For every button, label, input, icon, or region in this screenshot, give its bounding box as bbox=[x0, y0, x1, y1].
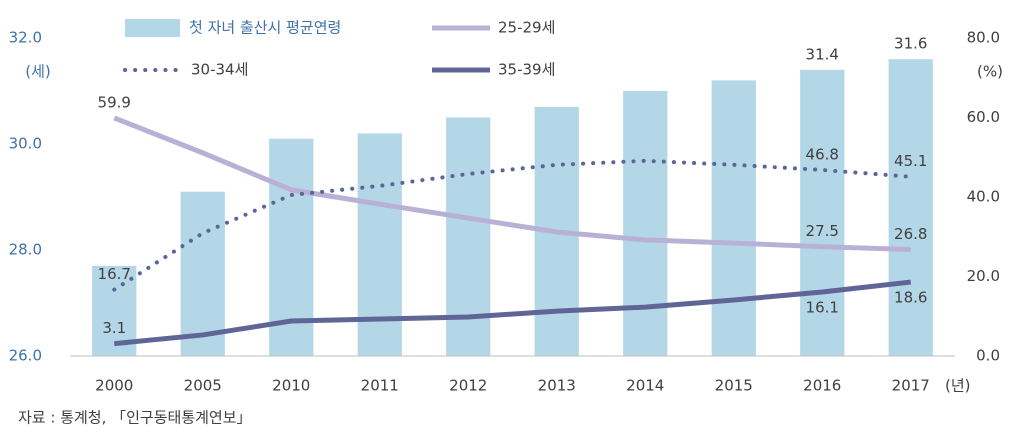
bar bbox=[180, 191, 225, 356]
data-label: 45.1 bbox=[894, 152, 927, 170]
x-tick-label: 2017 bbox=[892, 377, 930, 395]
legend-label: 25-29세 bbox=[498, 19, 555, 37]
y-tick-label: 30.0 bbox=[9, 135, 42, 153]
x-tick-label: 2005 bbox=[184, 377, 222, 395]
data-label: 26.8 bbox=[894, 225, 927, 243]
legend-label: 35-39세 bbox=[498, 61, 555, 79]
data-label: 59.9 bbox=[98, 93, 131, 111]
bar bbox=[357, 133, 402, 356]
y2-tick-label: 0.0 bbox=[976, 347, 1000, 365]
bar bbox=[800, 69, 845, 357]
x-tick-label: 2000 bbox=[95, 377, 133, 395]
y2-unit: (%) bbox=[977, 63, 1003, 81]
x-tick-label: 2012 bbox=[449, 377, 487, 395]
data-label: 46.8 bbox=[806, 145, 839, 163]
bar bbox=[711, 80, 756, 357]
bar bbox=[888, 59, 933, 356]
data-label: 3.1 bbox=[102, 319, 126, 337]
bar bbox=[446, 117, 491, 356]
data-label: 16.1 bbox=[806, 299, 839, 317]
data-label: 31.6 bbox=[894, 35, 927, 53]
line bbox=[113, 115, 911, 252]
y-tick-label: 32.0 bbox=[9, 29, 42, 47]
data-label: 31.4 bbox=[806, 45, 839, 63]
x-tick-label: 2011 bbox=[361, 377, 399, 395]
y2-tick-label: 40.0 bbox=[967, 188, 1000, 206]
data-label: 27.5 bbox=[806, 222, 839, 240]
line bbox=[112, 158, 913, 292]
y2-tick-label: 60.0 bbox=[967, 108, 1000, 126]
x-tick-label: 2016 bbox=[803, 377, 841, 395]
x-tick-label: 2010 bbox=[272, 377, 310, 395]
data-label: 18.6 bbox=[894, 289, 927, 307]
bar bbox=[623, 91, 668, 356]
x-unit: (년) bbox=[945, 377, 971, 395]
legend-label: 첫 자녀 출산시 평균연령 bbox=[189, 19, 341, 37]
x-tick-label: 2013 bbox=[538, 377, 576, 395]
y2-tick-label: 80.0 bbox=[967, 29, 1000, 47]
y-unit: (세) bbox=[25, 63, 51, 81]
y2-tick-label: 20.0 bbox=[967, 267, 1000, 285]
x-tick-label: 2015 bbox=[715, 377, 753, 395]
source: 자료 : 통계청, 「인구동태통계연보」 bbox=[18, 409, 252, 427]
y-tick-label: 28.0 bbox=[9, 241, 42, 259]
legend-swatch bbox=[125, 19, 180, 37]
y-tick-label: 26.0 bbox=[9, 347, 42, 365]
legend-label: 30-34세 bbox=[191, 61, 248, 79]
line bbox=[114, 279, 912, 347]
data-label: 16.7 bbox=[98, 265, 131, 283]
x-tick-label: 2014 bbox=[626, 377, 664, 395]
